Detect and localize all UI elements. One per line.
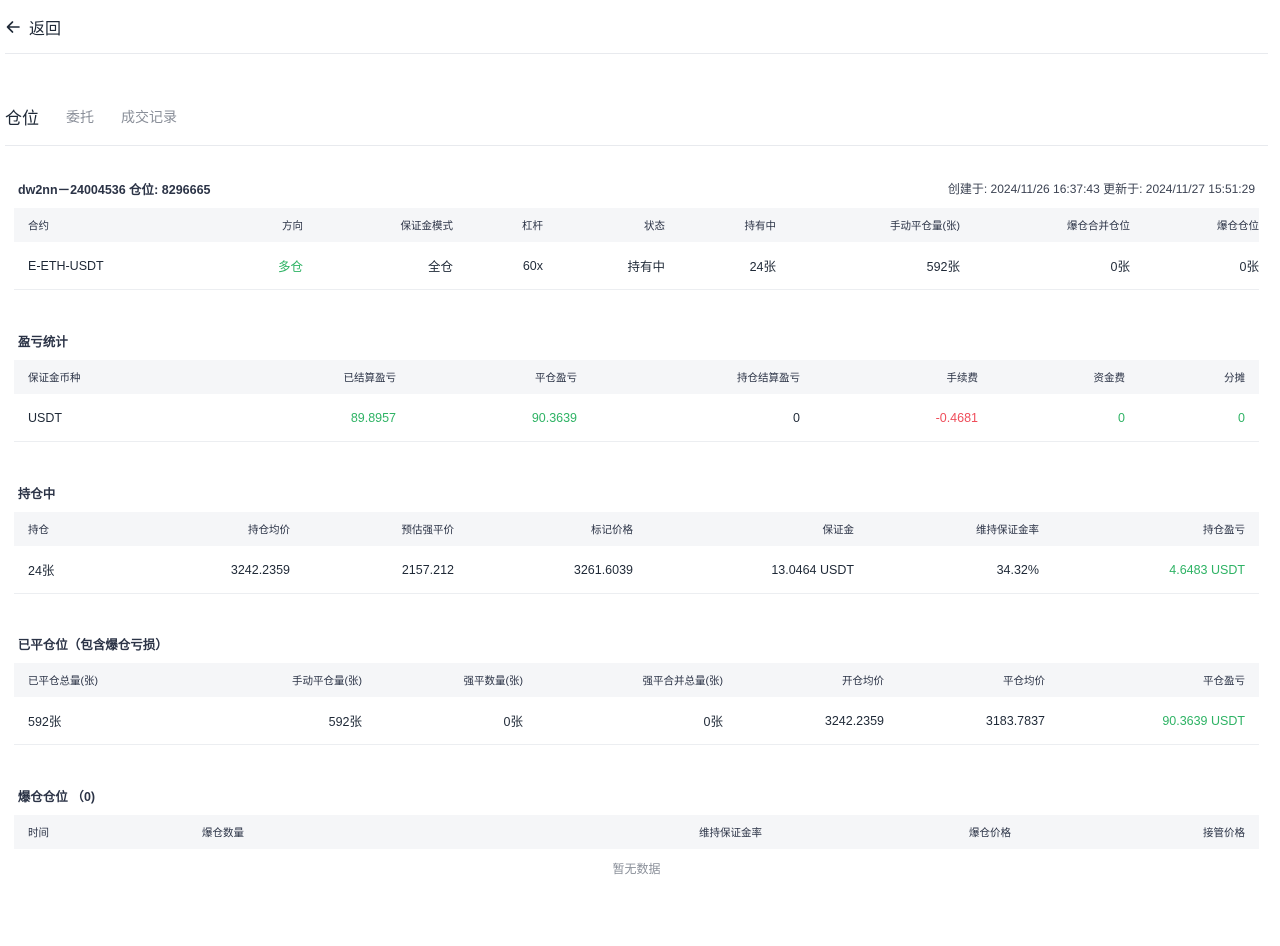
open-avg-price-cell: 3242.2359 (824, 713, 884, 728)
closed-table: 已平仓总量(张) 手动平仓量(张) 强平数量(张) 强平合并总量(张) 开仓均价… (14, 663, 1259, 745)
col-header: 手续费 (946, 371, 979, 384)
liquidation-section: 爆仓仓位 （0) 时间 爆仓数量 维持保证金率 爆仓价格 接管价格 暂无数据 (14, 775, 1259, 887)
col-header: 持仓盈亏 (1203, 523, 1245, 536)
holding-pnl-cell: 4.6483 USDT (1169, 562, 1245, 577)
col-header: 状态 (644, 219, 665, 232)
tab-bar: 仓位 委托 成交记录 (5, 88, 1268, 146)
closed-section: 已平仓位（包含爆仓亏损） 已平仓总量(张) 手动平仓量(张) 强平数量(张) 强… (14, 623, 1259, 745)
holding-title: 持仓中 (18, 486, 56, 501)
col-header: 开仓均价 (842, 674, 884, 687)
table-header: 合约 方向 保证金模式 杠杆 状态 持有中 手动平仓量(张) 爆仓合并仓位 爆仓… (14, 208, 1259, 242)
table-header: 时间 爆仓数量 维持保证金率 爆仓价格 接管价格 (14, 815, 1259, 849)
manual-close-cell: 592张 (926, 260, 960, 274)
table-row: 592张 592张 0张 0张 3242.2359 3183.7837 90.3… (14, 697, 1259, 745)
col-header: 已结算盈亏 (343, 371, 397, 384)
liq-position-cell: 0张 (1239, 260, 1259, 274)
empty-state: 暂无数据 (612, 861, 661, 876)
col-header: 时间 (28, 826, 49, 839)
col-header: 平仓均价 (1003, 674, 1045, 687)
funding-fee-cell: 0 (1118, 410, 1125, 425)
position-table: 合约 方向 保证金模式 杠杆 状态 持有中 手动平仓量(张) 爆仓合并仓位 爆仓… (14, 208, 1259, 290)
margin-currency-cell: USDT (28, 410, 63, 425)
col-header: 已平仓总量(张) (28, 674, 98, 687)
col-header: 强平合并总量(张) (642, 674, 724, 687)
top-bar: 返回 (5, 0, 1268, 54)
manual-close-cell: 592张 (328, 715, 362, 729)
table-row: 24张 3242.2359 2157.212 3261.6039 13.0464… (14, 546, 1259, 594)
table-header: 持仓 持仓均价 预估强平价 标记价格 保证金 维持保证金率 持仓盈亏 (14, 512, 1259, 546)
col-header: 爆仓仓位 (1217, 219, 1259, 232)
pnl-table: 保证金币种 已结算盈亏 平仓盈亏 持仓结算盈亏 手续费 资金费 分摊 USDT … (14, 360, 1259, 442)
col-header: 维持保证金率 (699, 826, 762, 839)
position-section: dw2nn－24004536 仓位: 8296665 创建于: 2024/11/… (14, 168, 1259, 290)
holding-table: 持仓 持仓均价 预估强平价 标记价格 保证金 维持保证金率 持仓盈亏 24张 3… (14, 512, 1259, 594)
close-avg-price-cell: 3183.7837 (985, 713, 1045, 728)
col-header: 分摊 (1224, 371, 1245, 384)
col-header: 资金费 (1093, 371, 1126, 384)
table-header: 已平仓总量(张) 手动平仓量(张) 强平数量(张) 强平合并总量(张) 开仓均价… (14, 663, 1259, 697)
forced-close-cell: 0张 (503, 715, 523, 729)
liquidation-title: 爆仓仓位 （0) (18, 789, 96, 804)
closed-total-cell: 592张 (28, 715, 62, 729)
margin-mode-cell: 全仓 (427, 260, 453, 274)
mark-price-cell: 3261.6039 (573, 562, 633, 577)
closed-title: 已平仓位（包含爆仓亏损） (18, 637, 169, 652)
col-header: 维持保证金率 (976, 523, 1039, 536)
col-header: 爆仓数量 (202, 826, 244, 839)
col-header: 持有中 (744, 219, 777, 232)
col-header: 保证金 (822, 523, 855, 536)
col-header: 爆仓合并仓位 (1067, 219, 1130, 232)
col-header: 预估强平价 (401, 523, 455, 536)
close-pnl-cell: 90.3639 USDT (1162, 713, 1245, 728)
col-header: 合约 (28, 219, 49, 232)
table-row: E-ETH-USDT 多仓 全仓 60x 持有中 24张 592张 0张 0张 (14, 242, 1259, 290)
holding-section: 持仓中 持仓 持仓均价 预估强平价 标记价格 保证金 维持保证金率 持仓盈亏 2… (14, 472, 1259, 594)
col-header: 爆仓价格 (969, 826, 1011, 839)
holding-cell: 24张 (749, 260, 776, 274)
col-header: 保证金币种 (28, 371, 81, 384)
col-header: 平仓盈亏 (535, 371, 577, 384)
pnl-section: 盈亏统计 保证金币种 已结算盈亏 平仓盈亏 持仓结算盈亏 手续费 资金费 分摊 … (14, 320, 1259, 442)
col-header: 手动平仓量(张) (890, 219, 960, 232)
forced-merged-cell: 0张 (703, 715, 723, 729)
fee-cell: -0.4681 (935, 410, 978, 425)
direction-cell: 多仓 (277, 260, 303, 274)
position-timestamps: 创建于: 2024/11/26 16:37:43 更新于: 2024/11/27… (947, 181, 1255, 196)
pnl-title: 盈亏统计 (18, 334, 69, 349)
margin-cell: 13.0464 USDT (771, 562, 854, 577)
holding-settled-pnl-cell: 0 (793, 410, 800, 425)
col-header: 平仓盈亏 (1203, 674, 1245, 687)
col-header: 杠杆 (522, 219, 543, 232)
col-header: 保证金模式 (400, 219, 454, 232)
socialized-loss-cell: 0 (1238, 410, 1245, 425)
est-liq-price-cell: 2157.212 (401, 562, 454, 577)
col-header: 手动平仓量(张) (292, 674, 362, 687)
position-title: dw2nn－24004536 仓位: 8296665 (18, 182, 211, 197)
arrow-left-icon (6, 20, 20, 33)
back-button[interactable]: 返回 (5, 15, 61, 39)
back-label: 返回 (29, 20, 62, 38)
maint-margin-rate-cell: 34.32% (996, 562, 1039, 577)
col-header: 接管价格 (1203, 826, 1245, 839)
settled-pnl-cell: 89.8957 (350, 410, 396, 425)
col-header: 持仓结算盈亏 (737, 371, 800, 384)
liquidation-table: 时间 爆仓数量 维持保证金率 爆仓价格 接管价格 暂无数据 (14, 815, 1259, 887)
col-header: 标记价格 (591, 523, 633, 536)
contract-cell: E-ETH-USDT (28, 258, 104, 273)
liq-merged-cell: 0张 (1110, 260, 1130, 274)
status-cell: 持有中 (627, 260, 665, 274)
close-pnl-cell: 90.3639 (531, 410, 577, 425)
col-header: 强平数量(张) (463, 674, 524, 687)
tab-positions[interactable]: 仓位 (5, 109, 39, 128)
tab-orders[interactable]: 委托 (66, 108, 94, 125)
leverage-cell: 60x (522, 258, 543, 273)
col-header: 持仓 (28, 523, 49, 536)
table-header: 保证金币种 已结算盈亏 平仓盈亏 持仓结算盈亏 手续费 资金费 分摊 (14, 360, 1259, 394)
col-header: 持仓均价 (248, 523, 290, 536)
avg-price-cell: 3242.2359 (230, 562, 290, 577)
tab-trade-history[interactable]: 成交记录 (121, 108, 177, 125)
holding-qty-cell: 24张 (28, 564, 55, 578)
col-header: 方向 (282, 219, 303, 232)
table-row: USDT 89.8957 90.3639 0 -0.4681 0 0 (14, 394, 1259, 442)
